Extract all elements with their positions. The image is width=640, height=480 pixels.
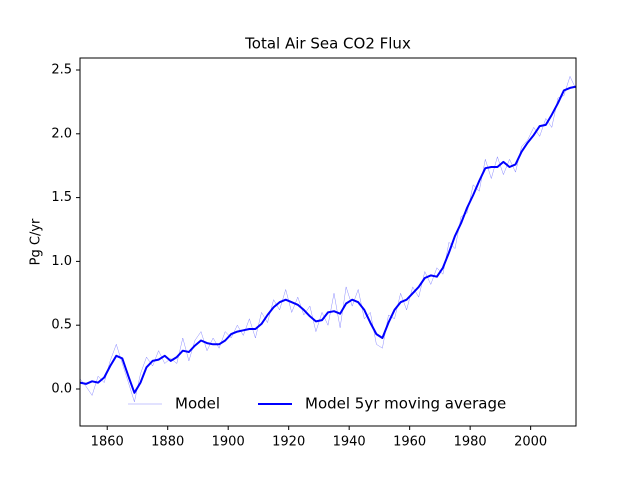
y-tick-label: 1.0 (51, 254, 72, 269)
chart-title: Total Air Sea CO2 Flux (244, 35, 411, 53)
y-tick-label: 2.5 (51, 62, 72, 77)
y-axis-label: Pg C/yr (29, 218, 44, 265)
x-tick-label: 1940 (333, 435, 366, 450)
series-line (79, 76, 577, 403)
plot-frame (79, 57, 577, 427)
legend-label: Model (175, 395, 220, 413)
y-tick-label: 0.0 (51, 381, 72, 396)
legend-label: Model 5yr moving average (305, 395, 506, 413)
y-tick-label: 1.5 (51, 190, 72, 205)
x-tick-label: 1920 (272, 435, 305, 450)
y-tick-label: 2.0 (51, 126, 72, 141)
x-tick-label: 1980 (454, 435, 487, 450)
x-tick-label: 1860 (91, 435, 124, 450)
y-tick-label: 0.5 (51, 318, 72, 333)
x-tick-label: 1880 (151, 435, 184, 450)
x-tick-label: 2000 (514, 435, 547, 450)
x-tick-label: 1900 (212, 435, 245, 450)
x-tick-label: 1960 (393, 435, 426, 450)
series-line (79, 85, 577, 394)
